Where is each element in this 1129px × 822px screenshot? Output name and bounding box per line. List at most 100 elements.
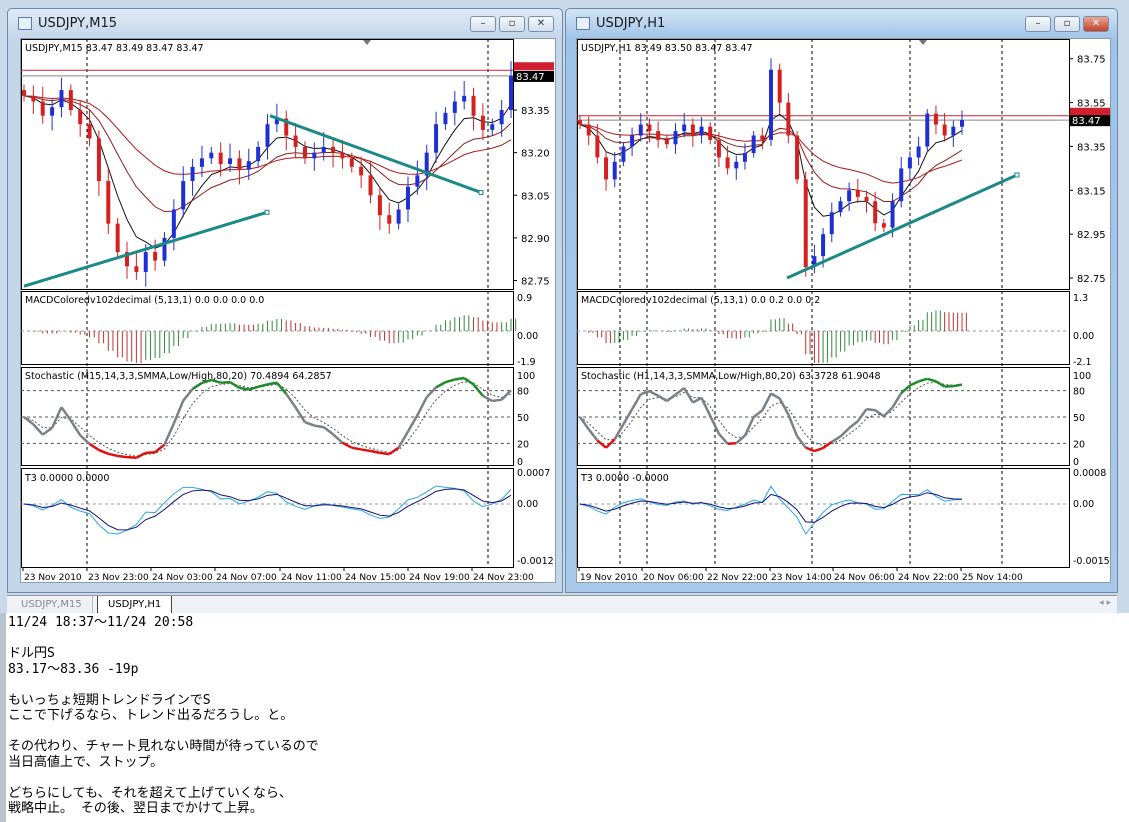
stoch-main-segment — [874, 409, 885, 418]
stoch-main-segment — [918, 377, 928, 383]
candle-body — [462, 95, 467, 102]
candle-body — [396, 209, 401, 224]
stoch-main-segment — [631, 393, 642, 410]
candle-body — [59, 90, 64, 108]
stoch-main-segment — [648, 390, 659, 397]
stoch-main-segment — [220, 380, 231, 384]
candle-body — [134, 266, 139, 272]
candle-body — [106, 181, 111, 224]
stoch-main-segment — [500, 389, 512, 401]
memo-line: その代わり、チャート見れない時間が待っているので — [8, 739, 319, 754]
stoch-main-segment — [822, 440, 833, 450]
chart-window-m15[interactable]: USDJPY,M15 – ▫ ✕ USDJPY,M15 83.47 83.49 83… — [7, 8, 563, 593]
candle-body — [209, 152, 214, 159]
candle-body — [725, 157, 730, 169]
candle-body — [881, 223, 886, 228]
stoch-main-segment — [472, 383, 484, 397]
stoch-main-segment — [69, 419, 82, 436]
tab-usdjpy-h1[interactable]: USDJPY,H1 — [97, 596, 173, 614]
memo-text[interactable]: 11/24 18:37～11/24 20:58 ドル円S 83.17～83.36 -… — [0, 613, 1129, 822]
price-tick-label: 83.35 — [1077, 142, 1106, 153]
candle-body — [22, 90, 26, 96]
candle-body — [708, 126, 713, 140]
chart-shift-marker-icon — [363, 40, 371, 45]
stochastic-label: Stochastic (M15,14,3,3,SMMA,Low/High,80,… — [25, 371, 332, 382]
trendline — [23, 210, 268, 288]
candle-body — [246, 161, 251, 170]
stoch-main-segment — [229, 380, 241, 389]
candle-body — [812, 256, 817, 268]
stoch-main-segment — [640, 389, 650, 396]
stoch-main-segment — [891, 392, 903, 409]
candle-body — [340, 152, 345, 159]
restore-button[interactable]: ▫ — [499, 16, 525, 32]
price-tick-label: 83.55 — [1077, 99, 1106, 110]
stoch-main-segment — [848, 420, 859, 430]
stoch-main-segment — [351, 446, 362, 451]
memo-line: どちらにしても、それを超えて上げていくなら、 — [8, 785, 292, 801]
stoch-main-segment — [482, 394, 493, 403]
current-price-label: 83.47 — [516, 72, 545, 83]
tab-usdjpy-m15[interactable]: USDJPY,M15 — [11, 596, 93, 614]
price-tick-label: 83.20 — [521, 149, 550, 160]
trendline — [786, 173, 1018, 280]
stoch-main-segment — [578, 416, 590, 430]
chart-area[interactable]: USDJPY,M15 83.47 83.49 83.47 83.47 83.35 8… — [20, 38, 556, 583]
candle-body — [293, 135, 298, 147]
stoch-main-segment — [239, 386, 249, 391]
memo-line — [8, 677, 1127, 693]
stoch-main-segment — [416, 396, 428, 416]
stoch-tick-label: 50 — [1073, 413, 1085, 424]
macd-pane — [577, 291, 1070, 365]
stoch-main-segment — [88, 442, 100, 452]
minimize-button[interactable]: – — [1025, 16, 1051, 32]
candle-body — [847, 190, 852, 202]
stoch-main-segment — [210, 378, 222, 384]
stoch-main-segment — [587, 428, 599, 442]
stoch-main-segment — [285, 393, 297, 409]
restore-button[interactable]: ▫ — [1054, 16, 1080, 32]
candle-body — [821, 234, 826, 257]
stoch-main-segment — [613, 423, 625, 440]
time-label: 24 Nov 06:00 — [834, 573, 895, 583]
t3-tick-label: 0.0007 — [517, 468, 550, 479]
stoch-signal-line — [23, 381, 512, 457]
price-tick-label: 83.75 — [1077, 55, 1106, 66]
stoch-main-segment — [727, 441, 737, 445]
stoch-main-segment — [657, 394, 668, 403]
candle-body — [237, 158, 242, 170]
stoch-tick-label: 80 — [517, 387, 529, 398]
stoch-main-segment — [666, 393, 677, 403]
candle-body — [855, 190, 860, 197]
candle-body — [40, 101, 45, 116]
chart-window-h1[interactable]: USDJPY,H1 – ▫ ✕ USDJPY,H1 83.49 83.50 83.4… — [565, 8, 1118, 593]
close-button[interactable]: ✕ — [528, 16, 554, 32]
candle-body — [630, 135, 635, 147]
stoch-main-segment — [709, 415, 721, 435]
time-label: 19 Nov 2010 — [580, 573, 638, 583]
stoch-main-segment — [379, 451, 390, 456]
memo-line: ここで下げるなら、トレンド出るだろうし。と。 — [8, 708, 294, 723]
candle-body — [265, 124, 270, 147]
stoch-main-segment — [796, 435, 807, 449]
stoch-main-segment — [32, 423, 44, 436]
stoch-main-segment — [304, 421, 315, 427]
stoch-main-segment — [126, 455, 137, 460]
candle-body — [795, 135, 800, 180]
candle-body — [31, 95, 36, 102]
close-button[interactable]: ✕ — [1083, 16, 1109, 32]
candle-body — [664, 139, 669, 145]
candle-body — [256, 146, 261, 162]
chart-area[interactable]: USDJPY,H1 83.49 83.50 83.47 83.47 83.75 83… — [576, 38, 1111, 583]
window-title: USDJPY,H1 — [596, 16, 666, 31]
minimize-button[interactable]: – — [470, 16, 496, 32]
stoch-main-segment — [445, 378, 456, 384]
macd-label: MACDColoredv102decimal (5,13,1) 0.0 0.2 … — [581, 295, 820, 306]
stoch-tick-label: 20 — [1073, 439, 1085, 450]
chart-legend: USDJPY,H1 83.49 83.50 83.47 83.47 — [581, 43, 753, 54]
macd-pane — [21, 291, 514, 365]
memo-line — [8, 770, 1127, 786]
tab-scroll-arrows-icon[interactable]: ◂ ▸ — [1099, 598, 1111, 608]
stoch-main-segment — [814, 446, 824, 453]
memo-line: 当日高値上で、ストップ。 — [8, 754, 164, 770]
